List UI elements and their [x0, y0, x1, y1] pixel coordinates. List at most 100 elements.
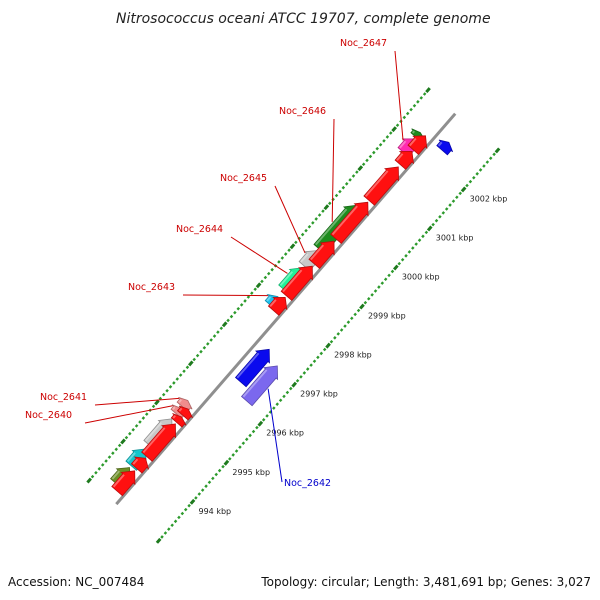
- gene-arrow-highlight: [171, 406, 176, 411]
- outer-tick-mark: [138, 420, 142, 424]
- inner-tick-mark: [302, 371, 307, 375]
- outer-tick-mark: [409, 107, 413, 112]
- outer-tick-mark: [212, 334, 217, 338]
- gene-arrow-highlight: [142, 427, 166, 454]
- outer-tick-mark: [260, 279, 264, 284]
- gene-arrow-highlight: [331, 205, 358, 236]
- inner-tick-mark: [163, 531, 168, 535]
- outer-tick-mark: [300, 232, 305, 237]
- inner-tick-mark: [319, 351, 324, 356]
- inner-tick-mark: [299, 375, 303, 379]
- outer-tick-mark: [375, 146, 379, 151]
- inner-tick-mark: [488, 156, 493, 160]
- inner-tick-mark: [370, 293, 374, 297]
- tick-label: 2997 kbp: [300, 390, 338, 399]
- gene-arrow-highlight: [315, 208, 348, 246]
- outer-tick-mark: [416, 100, 420, 104]
- outer-tick-mark: [311, 221, 315, 225]
- gene-label: Noc_2641: [40, 392, 87, 403]
- outer-tick-mark: [255, 282, 262, 289]
- gene-arrow: [111, 470, 136, 497]
- inner-tick-mark: [291, 381, 298, 388]
- gene-arrow-highlight: [132, 458, 139, 465]
- outer-tick-mark: [236, 306, 241, 311]
- outer-tick-mark: [111, 451, 115, 455]
- outer-tick-mark: [104, 459, 108, 463]
- tick-label: 3002 kbp: [470, 194, 508, 203]
- outer-tick-mark: [372, 150, 376, 155]
- gene-label: Noc_2640: [25, 410, 72, 421]
- outer-tick-mark: [161, 392, 166, 397]
- outer-tick-mark: [246, 295, 251, 299]
- outer-tick-mark: [266, 271, 271, 276]
- inner-tick-mark: [238, 445, 242, 449]
- inner-tick-mark: [411, 246, 415, 250]
- inner-tick-mark: [475, 172, 479, 176]
- inner-tick-mark: [285, 390, 290, 395]
- inner-tick-mark: [366, 296, 371, 301]
- gene-arrow-highlight: [364, 170, 389, 197]
- accession-text: Accession: NC_007484: [8, 575, 145, 589]
- inner-tick-mark: [261, 418, 266, 422]
- inner-tick-mark: [441, 211, 446, 215]
- inner-tick-mark: [350, 316, 354, 321]
- outer-tick-mark: [185, 365, 190, 370]
- inner-tick-mark: [383, 277, 388, 282]
- gene-label-leader: [267, 388, 283, 483]
- gene-arrow: [407, 135, 428, 155]
- outer-tick-mark: [120, 438, 126, 445]
- outer-tick-mark: [178, 373, 183, 377]
- inner-tick-mark: [343, 324, 347, 328]
- outer-tick-mark: [134, 424, 139, 428]
- inner-tick-mark: [393, 264, 399, 271]
- gene-arrow: [280, 265, 313, 301]
- inner-tick-mark: [207, 480, 212, 485]
- inner-tick-mark: [339, 328, 344, 332]
- inner-tick-mark: [155, 537, 162, 544]
- inner-tick-mark: [485, 160, 490, 164]
- outer-tick-mark: [294, 240, 298, 245]
- topology-text: Topology: circular; Length: 3,481,691 bp…: [261, 575, 591, 589]
- outer-tick-mark: [338, 189, 342, 194]
- outer-tick-mark: [209, 338, 213, 342]
- gene-features: [110, 128, 453, 497]
- outer-tick-mark: [287, 248, 291, 252]
- outer-tick-mark: [124, 435, 129, 440]
- inner-tick-mark: [231, 453, 235, 457]
- gene-arrow-highlight: [144, 422, 162, 442]
- inner-tick-mark: [390, 269, 395, 274]
- inner-tick-mark: [275, 402, 279, 406]
- inner-tick-mark: [197, 492, 202, 496]
- outer-tick-mark: [195, 353, 200, 358]
- inner-tick-mark: [241, 441, 246, 445]
- inner-tick-mark: [414, 242, 418, 246]
- outer-tick-mark: [270, 267, 274, 272]
- gene-arrow: [176, 405, 193, 421]
- gene-label-leader: [182, 294, 269, 297]
- gene-arrow-highlight: [310, 244, 325, 261]
- outer-tick-mark: [385, 135, 390, 139]
- outer-tick-mark: [361, 162, 366, 167]
- inner-tick-mark: [200, 488, 205, 492]
- gene-arrow-highlight: [399, 140, 407, 149]
- inner-tick-mark: [387, 273, 391, 278]
- outer-tick-mark: [243, 299, 247, 303]
- gene-arrow: [240, 365, 279, 407]
- inner-tick-mark: [421, 234, 425, 239]
- inner-tick-mark: [187, 503, 191, 508]
- inner-tick-mark: [397, 261, 401, 266]
- inner-tick-mark: [468, 179, 473, 184]
- inner-tick-mark: [160, 535, 164, 539]
- inner-tick-mark: [223, 459, 230, 466]
- outer-tick-mark: [341, 185, 346, 190]
- outer-tick-mark: [334, 193, 339, 198]
- outer-tick-mark: [412, 103, 417, 108]
- inner-tick-mark: [177, 515, 181, 520]
- inner-tick-mark: [170, 523, 174, 527]
- outer-tick-mark: [165, 388, 169, 393]
- inner-tick-mark: [194, 496, 198, 500]
- outer-tick-mark: [94, 470, 98, 475]
- inner-tick-mark: [329, 339, 334, 344]
- outer-tick-mark: [289, 243, 296, 250]
